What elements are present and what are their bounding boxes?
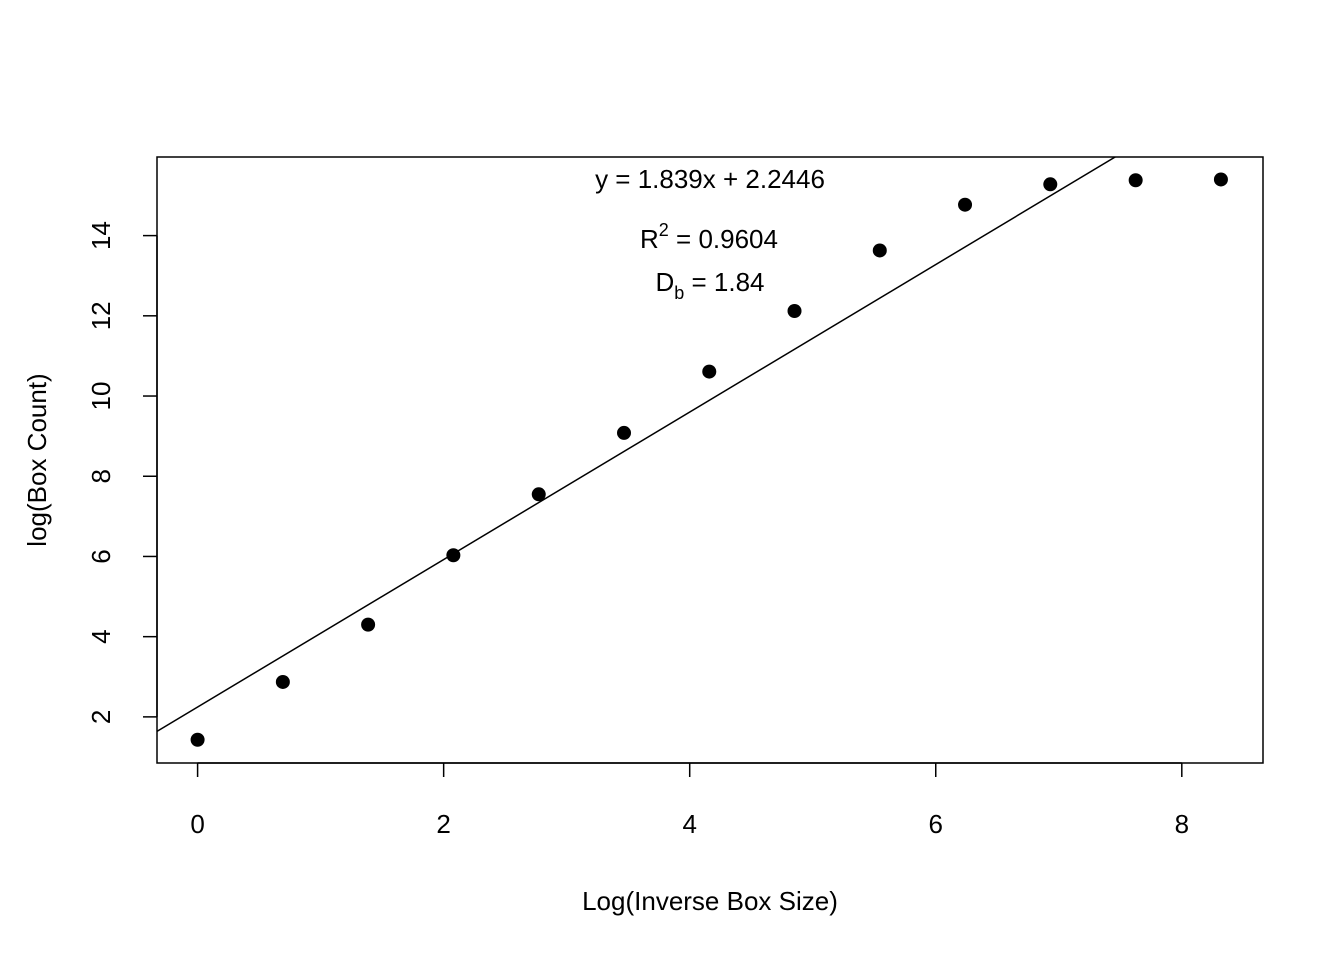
box-dimension-subscript: b — [674, 283, 684, 303]
box-dimension-annotation: Db = 1.84 — [655, 267, 764, 303]
box-dimension-value: = 1.84 — [684, 267, 764, 297]
data-point — [617, 425, 632, 440]
data-points — [190, 172, 1228, 747]
data-point — [702, 364, 717, 379]
data-point — [872, 243, 887, 258]
y-tick-label: 4 — [86, 629, 116, 643]
y-tick-label: 2 — [86, 710, 116, 724]
data-point — [361, 617, 376, 632]
r-squared-superscript: 2 — [659, 220, 669, 240]
r-squared-annotation: R2 = 0.9604 — [640, 220, 778, 254]
box-dimension-base: D — [655, 267, 674, 297]
data-point — [190, 732, 205, 747]
data-point — [787, 304, 802, 319]
x-tick-label: 8 — [1175, 809, 1189, 839]
r-squared-base: R — [640, 224, 659, 254]
y-tick-label: 6 — [86, 549, 116, 563]
data-point — [1043, 177, 1058, 192]
x-tick-label: 4 — [682, 809, 696, 839]
y-axis-title: log(Box Count) — [22, 373, 52, 546]
x-axis-title: Log(Inverse Box Size) — [582, 886, 838, 916]
y-tick-label: 14 — [86, 221, 116, 250]
data-point — [531, 487, 546, 502]
data-point — [958, 197, 973, 212]
data-point — [1128, 173, 1143, 188]
x-tick-label: 6 — [929, 809, 943, 839]
data-point — [275, 674, 290, 689]
r-squared-value: = 0.9604 — [669, 224, 778, 254]
y-axis: 2 4 6 8 10 12 14 — [86, 221, 158, 724]
x-tick-label: 2 — [436, 809, 450, 839]
x-tick-label: 0 — [190, 809, 204, 839]
data-point — [446, 548, 461, 563]
data-point — [1213, 172, 1228, 187]
y-tick-label: 8 — [86, 469, 116, 483]
equation-annotation: y = 1.839x + 2.2446 — [595, 164, 825, 194]
y-tick-label: 10 — [86, 382, 116, 411]
regression-line — [157, 157, 1117, 733]
y-tick-label: 12 — [86, 301, 116, 330]
x-axis: 0 2 4 6 8 — [190, 762, 1189, 839]
